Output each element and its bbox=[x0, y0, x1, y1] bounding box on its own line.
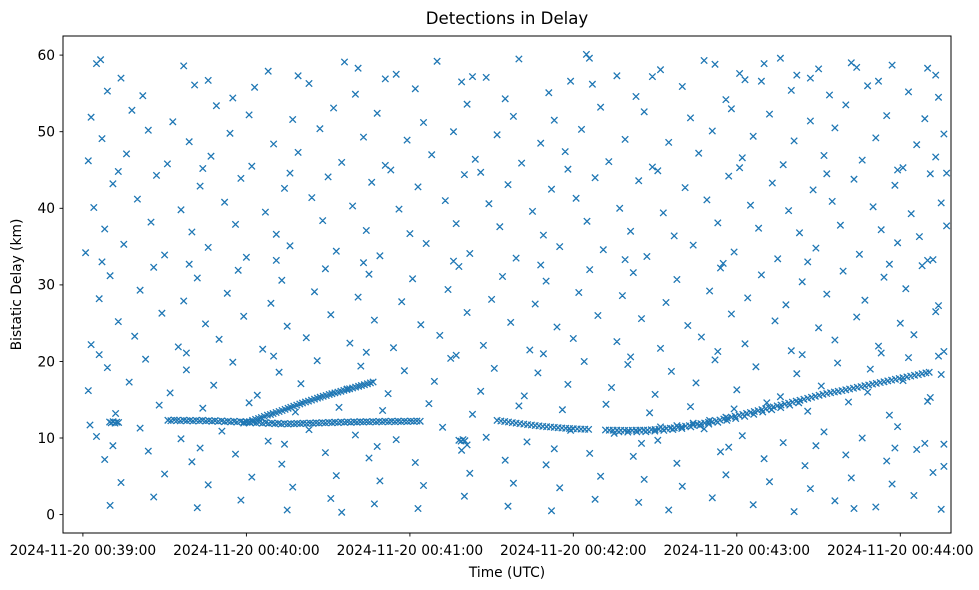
x-axis-label: Time (UTC) bbox=[468, 565, 545, 581]
x-tick-label: 2024-11-20 00:41:00 bbox=[337, 543, 484, 559]
x-tick-label: 2024-11-20 00:42:00 bbox=[500, 543, 647, 559]
series-track-pass-1-rising-branch bbox=[240, 378, 377, 427]
y-tick-label: 50 bbox=[37, 125, 55, 141]
x-tick-label: 2024-11-20 00:39:00 bbox=[10, 543, 157, 559]
y-tick-label: 30 bbox=[37, 278, 55, 294]
y-axis: 0 10 20 30 40 50 60 bbox=[37, 48, 63, 523]
y-tick-label: 60 bbox=[37, 48, 55, 64]
x-tick-label: 2024-11-20 00:43:00 bbox=[664, 543, 811, 559]
y-axis-label: Bistatic Delay (km) bbox=[9, 219, 25, 351]
series-random-clutter-detections bbox=[81, 50, 951, 516]
chart-title: Detections in Delay bbox=[426, 9, 589, 28]
y-tick-label: 10 bbox=[37, 431, 55, 447]
series-track-pass-1-flat bbox=[86, 416, 424, 429]
y-tick-label: 0 bbox=[46, 507, 55, 523]
x-tick-label: 2024-11-20 00:40:00 bbox=[173, 543, 320, 559]
y-tick-label: 20 bbox=[37, 354, 55, 370]
y-tick-label: 40 bbox=[37, 201, 55, 217]
x-axis: 2024-11-20 00:39:00 2024-11-20 00:40:00 20… bbox=[10, 533, 974, 559]
x-tick-label: 2024-11-20 00:44:00 bbox=[827, 543, 974, 559]
series-track-pass-2-parabola bbox=[493, 368, 933, 436]
